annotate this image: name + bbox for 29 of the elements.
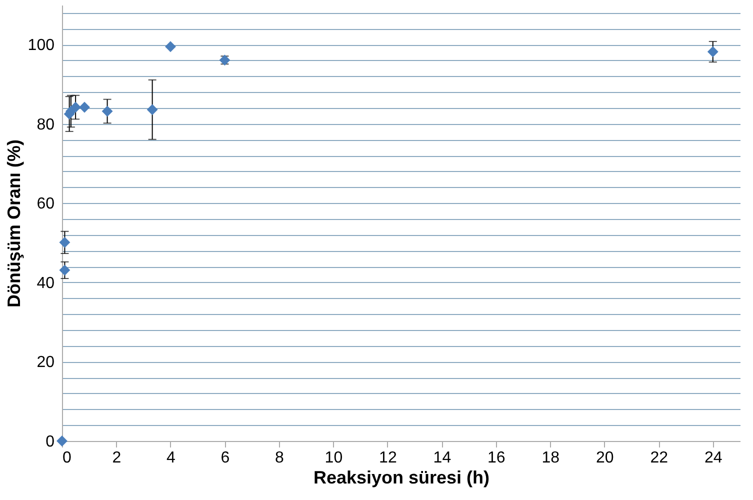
point [146, 104, 158, 116]
point [70, 102, 82, 113]
point [59, 264, 70, 276]
point [59, 236, 70, 248]
x-tick-label: 22 [650, 450, 668, 466]
x-tick-label: 16 [488, 450, 506, 466]
y-tick-label: 20 [36, 354, 55, 372]
y-tick-label: 0 [46, 434, 55, 450]
x-tick-label: 4 [166, 450, 176, 466]
y-tick-label: 60 [36, 196, 55, 213]
x-tick-label: 24 [704, 450, 722, 466]
x-tick-label: 8 [275, 450, 284, 466]
x-tick-label: 10 [324, 450, 343, 466]
point [165, 41, 176, 52]
x-tick-label: 12 [379, 450, 397, 466]
point [79, 102, 90, 113]
x-tick-label: 14 [433, 450, 452, 466]
x-tick-label: 18 [542, 450, 560, 466]
y-axis-title: Dönüşüm Oranı (%) [4, 139, 24, 308]
point [707, 46, 718, 58]
y-tick-label: 40 [36, 274, 55, 292]
x-tick-label: 6 [220, 450, 230, 466]
x-tick-label: 0 [62, 450, 72, 466]
x-tick-label: 20 [596, 450, 614, 466]
y-tick-label: 80 [36, 116, 55, 134]
y-tick-label: 100 [28, 37, 55, 54]
point [102, 106, 113, 117]
x-axis-title: Reaksiyon süresi (h) [313, 468, 490, 488]
x-tick-label: 2 [112, 450, 122, 466]
